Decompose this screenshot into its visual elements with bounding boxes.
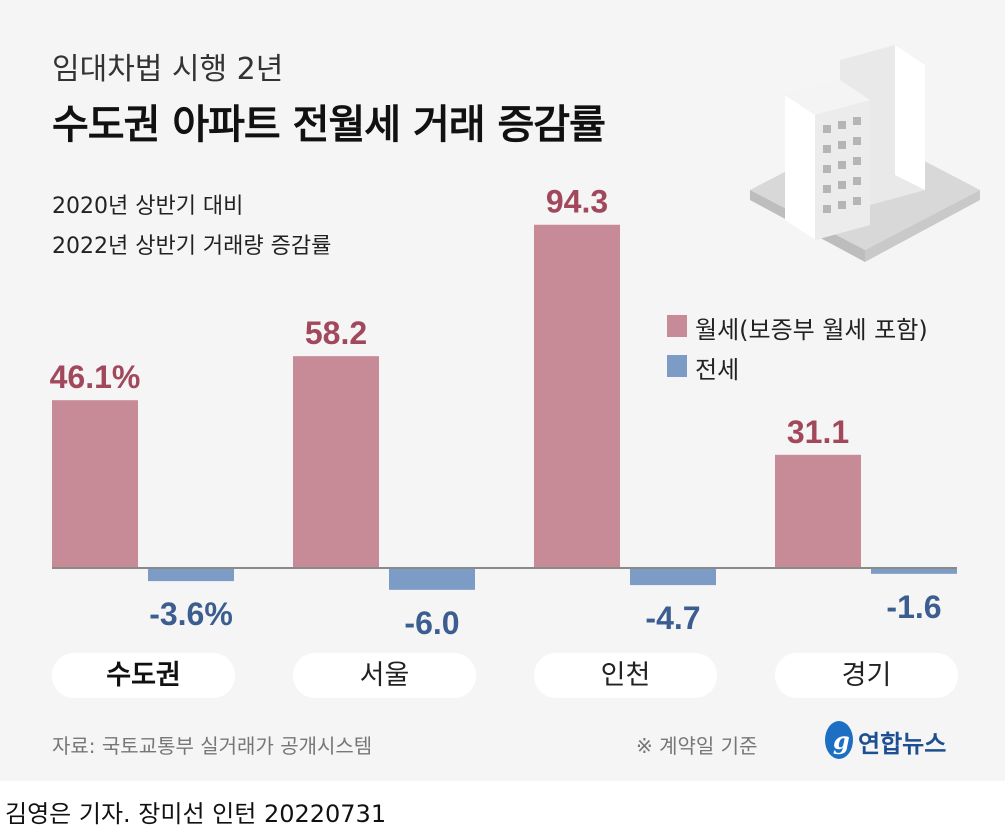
category-pill-3: 경기 [775, 653, 958, 698]
bar-monthly-2 [534, 224, 620, 569]
data-label-jeonse-2: -4.7 [645, 600, 700, 636]
data-label-jeonse-3: -1.6 [886, 589, 941, 625]
legend-swatch-jeonse [667, 355, 687, 377]
bar-jeonse-3 [871, 568, 957, 574]
category-pill-1: 서울 [293, 653, 476, 698]
building-illustration-icon [750, 45, 980, 262]
source-note: 자료: 국토교통부 실거래가 공개시스템 [52, 734, 373, 758]
data-label-monthly-1: 58.2 [305, 315, 367, 351]
bar-jeonse-0 [148, 568, 234, 582]
category-pill-0: 수도권 [52, 653, 235, 698]
bar-monthly-0 [52, 400, 138, 568]
bar-chart: 46.1% -3.6% 58.2 -6.0 94.3 -4.7 31.1 -1.6 [50, 184, 957, 641]
chart-title: 수도권 아파트 전월세 거래 증감률 [52, 102, 606, 148]
category-pill-2: 인천 [534, 653, 717, 698]
basis-note: ※ 계약일 기준 [636, 734, 758, 758]
credit-line: 김영은 기자. 장미선 인턴 20220731 [5, 800, 387, 828]
data-label-monthly-0: 46.1% [50, 359, 141, 395]
bar-monthly-1 [293, 356, 379, 568]
data-label-monthly-2: 94.3 [546, 184, 608, 220]
subtitle-line2: 2022년 상반기 거래량 증감률 [52, 234, 332, 259]
bar-jeonse-2 [630, 568, 716, 586]
yonhap-logo-icon: g [825, 721, 853, 759]
legend-label-jeonse: 전세 [695, 356, 740, 384]
data-label-jeonse-1: -6.0 [404, 605, 459, 641]
yonhap-logo-text: 연합뉴스 [858, 730, 947, 758]
subtitle-line1: 2020년 상반기 대비 [52, 194, 244, 219]
legend-label-monthly: 월세(보증부 월세 포함) [695, 316, 928, 344]
legend-swatch-monthly [667, 315, 687, 337]
kicker: 임대차법 시행 2년 [52, 52, 284, 87]
bar-jeonse-1 [389, 568, 475, 590]
svg-text:g: g [833, 726, 850, 755]
data-label-jeonse-0: -3.6% [149, 596, 233, 632]
bar-monthly-3 [775, 454, 861, 568]
data-label-monthly-3: 31.1 [787, 414, 849, 450]
